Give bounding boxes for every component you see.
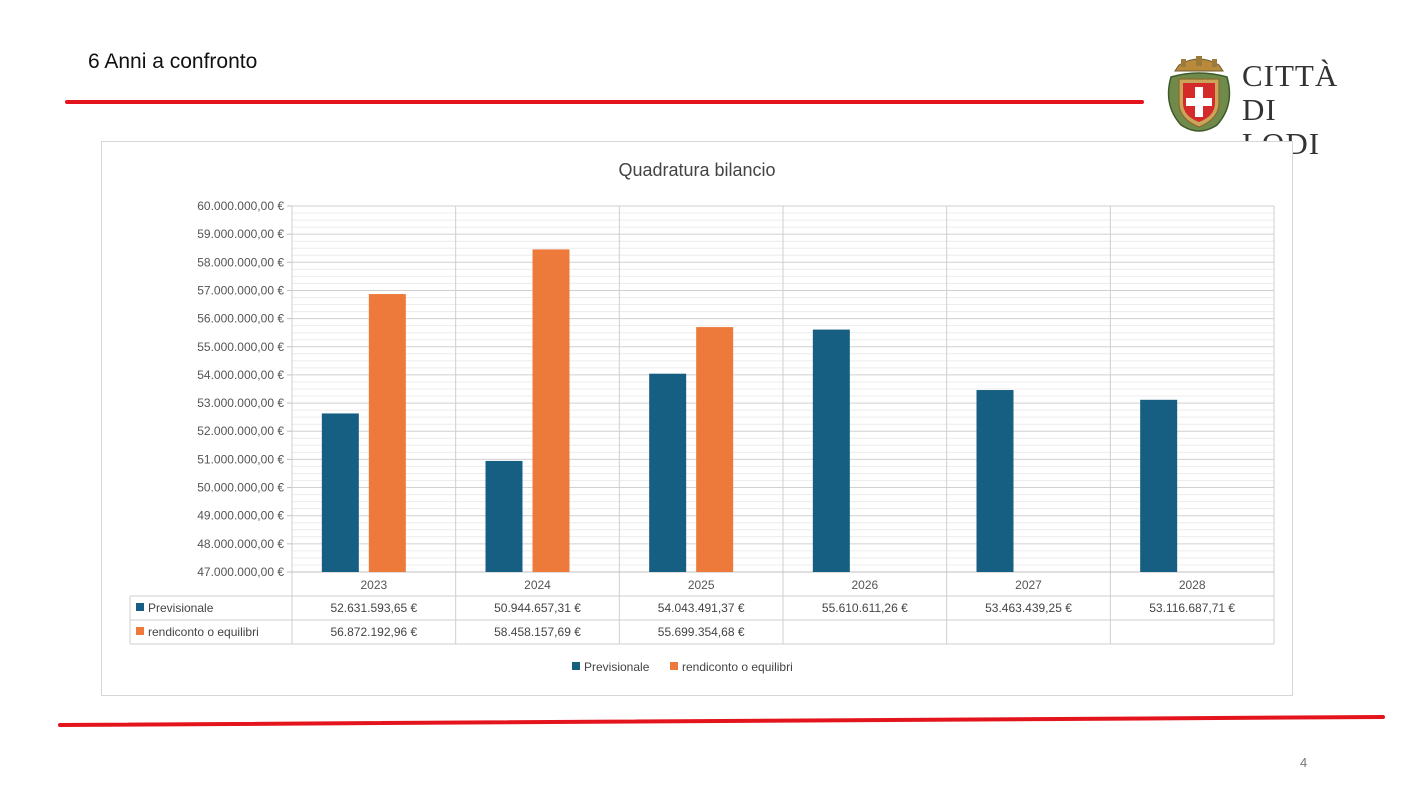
- legend-label: Previsionale: [584, 660, 650, 674]
- y-tick-label: 58.000.000,00 €: [197, 255, 284, 269]
- bar-previsionale-2027: [976, 390, 1014, 572]
- y-tick-label: 54.000.000,00 €: [197, 368, 284, 382]
- x-tick-label: 2028: [1179, 578, 1206, 592]
- x-tick-label: 2027: [1015, 578, 1042, 592]
- y-tick-label: 59.000.000,00 €: [197, 227, 284, 241]
- table-row-header: rendiconto o equilibri: [148, 625, 259, 639]
- data-label: 52.631.593,65 €: [330, 601, 417, 615]
- data-label: 56.872.192,96 €: [330, 625, 417, 639]
- x-tick-label: 2025: [688, 578, 715, 592]
- table-legend-key: [136, 603, 144, 611]
- y-tick-label: 57.000.000,00 €: [197, 283, 284, 297]
- data-label: 55.610.611,26 €: [822, 601, 908, 615]
- bar-rendiconto-2023: [368, 294, 406, 572]
- table-row-header: Previsionale: [148, 601, 214, 615]
- footer-red-line: [58, 715, 1385, 727]
- coat-of-arms-icon: [1167, 56, 1231, 132]
- table-legend-key: [136, 627, 144, 635]
- chart-container: Quadratura bilancio 47.000.000,00 € 48.000…: [101, 141, 1293, 696]
- y-tick-label: 48.000.000,00 €: [197, 537, 284, 551]
- y-tick-label: 47.000.000,00 €: [197, 565, 284, 579]
- city-logo: CITTÀ DI LODI: [1163, 55, 1363, 161]
- y-tick-label: 52.000.000,00 €: [197, 424, 284, 438]
- data-label: 53.463.439,25 €: [985, 601, 1072, 615]
- logo-line-citta: CITTÀ: [1242, 58, 1339, 93]
- bar-previsionale-2024: [485, 460, 523, 572]
- x-tick-label: 2023: [360, 578, 387, 592]
- data-label: 50.944.657,31 €: [494, 601, 581, 615]
- legend-key: [572, 662, 580, 670]
- bar-chart: Quadratura bilancio 47.000.000,00 € 48.000…: [129, 160, 1275, 674]
- legend-key: [670, 662, 678, 670]
- bar-previsionale-2028: [1140, 399, 1178, 572]
- y-tick-label: 50.000.000,00 €: [197, 481, 284, 495]
- bar-rendiconto-2024: [532, 249, 570, 572]
- y-tick-label: 56.000.000,00 €: [197, 312, 284, 326]
- data-label: 54.043.491,37 €: [658, 601, 745, 615]
- data-label: 58.458.157,69 €: [494, 625, 581, 639]
- data-label: 53.116.687,71 €: [1149, 601, 1235, 615]
- y-tick-label: 51.000.000,00 €: [197, 452, 284, 466]
- y-tick-label: 60.000.000,00 €: [197, 199, 284, 213]
- bar-previsionale-2026: [812, 329, 850, 572]
- chart-title: Quadratura bilancio: [618, 160, 775, 180]
- slide-title: 6 Anni a confronto: [88, 50, 258, 73]
- y-tick-label: 49.000.000,00 €: [197, 509, 284, 523]
- page-number: 4: [1300, 755, 1308, 770]
- x-tick-label: 2026: [851, 578, 878, 592]
- data-label: 55.699.354,68 €: [658, 625, 745, 639]
- y-tick-label: 53.000.000,00 €: [197, 396, 284, 410]
- bar-rendiconto-2025: [696, 327, 734, 572]
- x-tick-label: 2024: [524, 578, 551, 592]
- y-tick-label: 55.000.000,00 €: [197, 340, 284, 354]
- bar-previsionale-2025: [649, 373, 687, 572]
- legend-label: rendiconto o equilibri: [682, 660, 793, 674]
- bar-previsionale-2023: [321, 413, 359, 572]
